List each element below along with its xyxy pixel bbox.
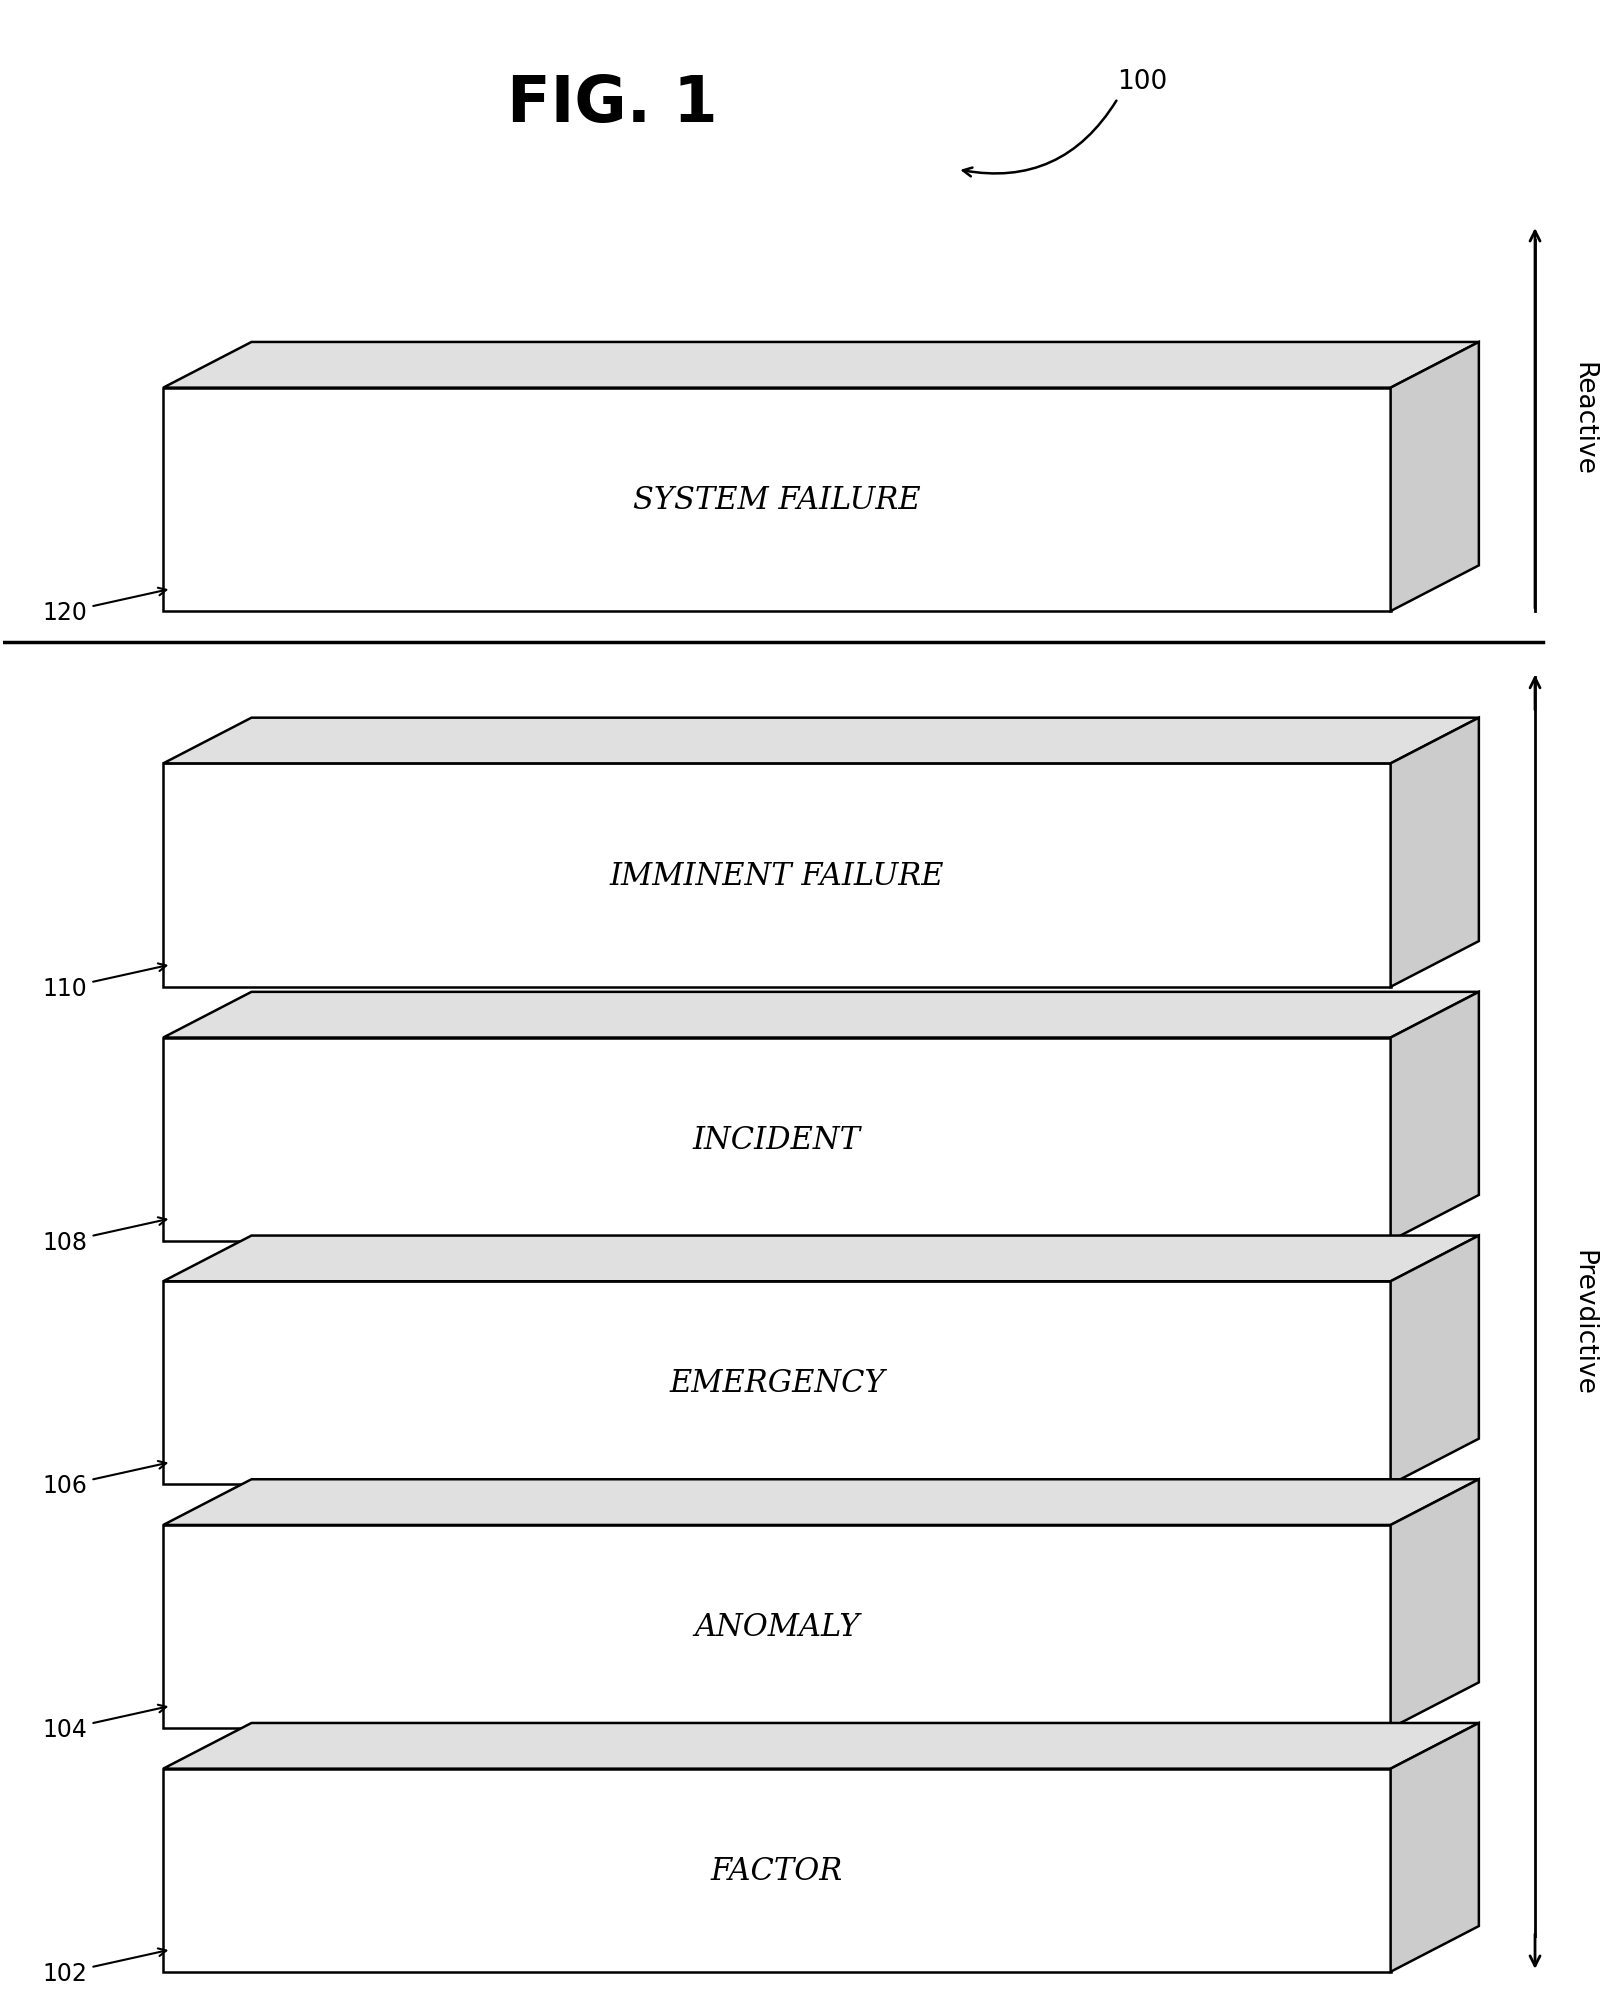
Text: Prevdictive: Prevdictive xyxy=(1570,1249,1597,1395)
Text: 104: 104 xyxy=(43,1704,166,1740)
Polygon shape xyxy=(163,1480,1480,1526)
Text: EMERGENCY: EMERGENCY xyxy=(670,1367,886,1399)
Text: 120: 120 xyxy=(43,587,166,626)
Polygon shape xyxy=(163,1235,1480,1281)
Polygon shape xyxy=(1391,992,1480,1241)
Polygon shape xyxy=(1391,343,1480,612)
Text: INCIDENT: INCIDENT xyxy=(692,1125,861,1155)
Text: FIG. 1: FIG. 1 xyxy=(507,74,718,134)
Polygon shape xyxy=(163,1722,1480,1768)
Text: ANOMALY: ANOMALY xyxy=(694,1612,860,1642)
Text: 102: 102 xyxy=(43,1949,166,1985)
Polygon shape xyxy=(163,1768,1391,1971)
Text: 108: 108 xyxy=(43,1217,166,1255)
Polygon shape xyxy=(163,1039,1391,1241)
Polygon shape xyxy=(163,1281,1391,1484)
Text: FACTOR: FACTOR xyxy=(710,1855,844,1887)
Text: 100: 100 xyxy=(1117,68,1167,94)
Polygon shape xyxy=(1391,1235,1480,1484)
Polygon shape xyxy=(163,718,1480,764)
Text: Reactive: Reactive xyxy=(1570,363,1597,475)
Polygon shape xyxy=(163,992,1480,1039)
Polygon shape xyxy=(163,764,1391,986)
Text: 110: 110 xyxy=(43,964,166,1000)
Polygon shape xyxy=(1391,718,1480,986)
Polygon shape xyxy=(163,1526,1391,1728)
Polygon shape xyxy=(1391,1722,1480,1971)
Text: IMMINENT FAILURE: IMMINENT FAILURE xyxy=(610,860,943,890)
Polygon shape xyxy=(1391,1480,1480,1728)
Text: SYSTEM FAILURE: SYSTEM FAILURE xyxy=(633,485,921,515)
Polygon shape xyxy=(163,343,1480,389)
Polygon shape xyxy=(163,389,1391,612)
Text: 106: 106 xyxy=(43,1462,166,1498)
